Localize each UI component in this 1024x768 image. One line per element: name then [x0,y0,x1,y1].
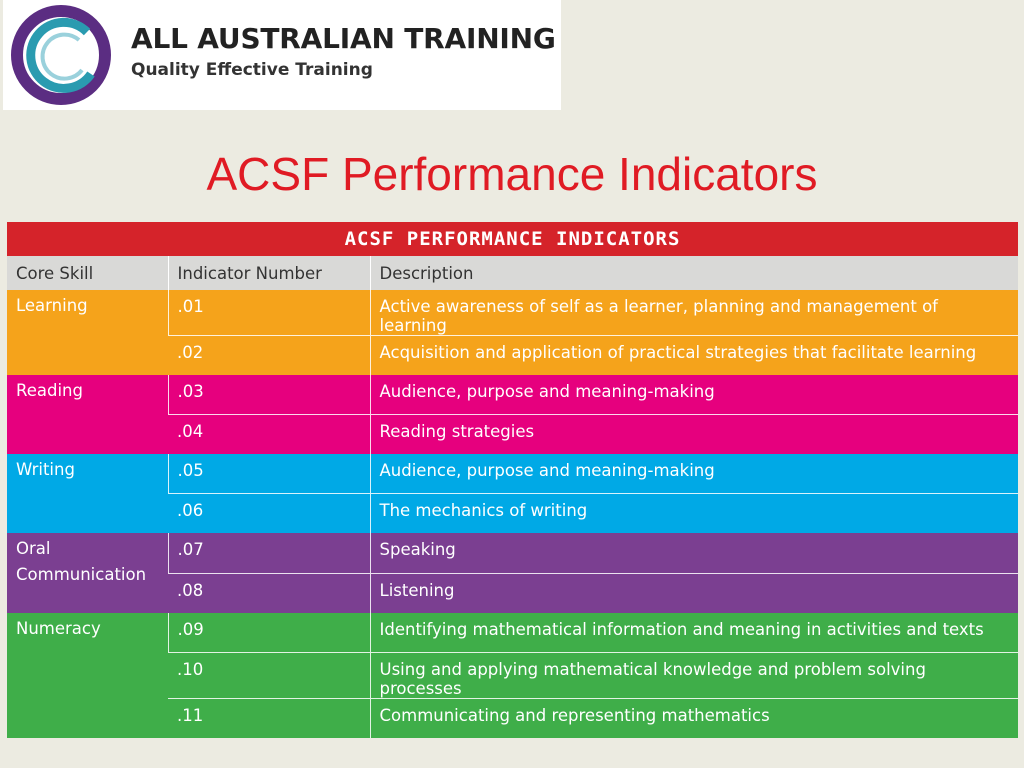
table-row: .02 Acquisition and application of practi… [7,335,1018,376]
description-cell: The mechanics of writing [369,493,1018,534]
table-banner: ACSF PERFORMANCE INDICATORS [7,222,1018,256]
description-cell: Using and applying mathematical knowledg… [369,651,1018,699]
indicator-number-cell: .10 [168,651,370,699]
logo-panel: ALL AUSTRALIAN TRAINING Quality Effectiv… [3,0,561,110]
table-row: Numeracy .09 Identifying mathematical info… [7,612,1018,738]
description-cell: Speaking [369,533,1018,574]
description-cell: Active awareness of self as a learner, p… [369,290,1018,336]
indicator-number-cell: .01 [167,290,370,336]
indicator-number-cell: .07 [167,533,370,574]
description-cell: Audience, purpose and meaning-making [369,375,1018,415]
table-row: .04 Reading strategies [7,414,1018,455]
logo-ring-inner [26,17,95,93]
core-skill-label: Writing [16,460,75,480]
core-skill-label: Learning [16,296,88,315]
logo-tagline: Quality Effective Training [131,60,373,80]
header-core-skill: Core Skill [7,256,168,290]
core-skill-label: Oral [16,539,51,559]
table-header-row: Core Skill Indicator Number Description [7,256,1018,290]
indicator-number-cell: .05 [167,454,370,494]
description-cell: Acquisition and application of practical… [369,335,1018,376]
description-cell: Reading strategies [369,414,1018,455]
table-banner-row: ACSF PERFORMANCE INDICATORS [7,222,1018,256]
core-skill-cell: Writing [7,454,168,534]
table-row: Reading .03 Audience, purpose and meaning-… [7,375,1018,455]
core-skill-cell: Learning [7,290,168,376]
core-skill-cell: Oral Communication [7,533,168,613]
core-skill-cell: Reading [7,375,168,455]
header-description: Description [369,256,1018,290]
all-australian-training-logo-icon [11,5,111,105]
table-row: Learning .01 Active awareness of self as a… [7,290,1018,376]
indicator-number-cell: .08 [168,572,370,613]
description-cell: Audience, purpose and meaning-making [369,454,1018,494]
logo-ring-outer [11,5,111,105]
core-skill-label: Numeracy [16,618,101,638]
logo-ring-core [40,32,84,81]
table-row: .11 Communicating and representing mathem… [7,697,1018,738]
indicator-number-cell: .04 [168,414,370,455]
indicator-number-cell: .09 [167,612,370,653]
table-row: .10 Using and applying mathematical knowl… [7,651,1018,699]
indicator-number-cell: .11 [168,697,370,738]
slide-title: ACSF Performance Indicators [206,148,818,200]
core-skill-cell: Numeracy [7,612,168,738]
table-row: Writing .05 Audience, purpose and meaning-… [7,454,1018,534]
table-row: .08 Listening [7,572,1018,613]
header-indicator-number: Indicator Number [167,256,370,290]
description-cell: Identifying mathematical information and… [369,612,1018,653]
description-cell: Communicating and representing mathemati… [369,697,1018,738]
performance-indicators-table: ACSF PERFORMANCE INDICATORS Core Skill I… [7,222,1018,738]
indicator-number-cell: .06 [168,493,370,534]
table-row: Oral Communication .07 Speaking [7,533,1018,613]
logo-company-name: ALL AUSTRALIAN TRAINING [131,22,556,55]
core-skill-label: Communication [16,565,147,585]
table-row: .06 The mechanics of writing [7,493,1018,534]
table-body: Learning .01 Active awareness of self as a… [7,290,1018,738]
indicator-number-cell: .02 [168,335,370,376]
core-skill-label: Reading [16,381,83,401]
indicator-number-cell: .03 [167,375,370,415]
description-cell: Listening [369,572,1018,613]
